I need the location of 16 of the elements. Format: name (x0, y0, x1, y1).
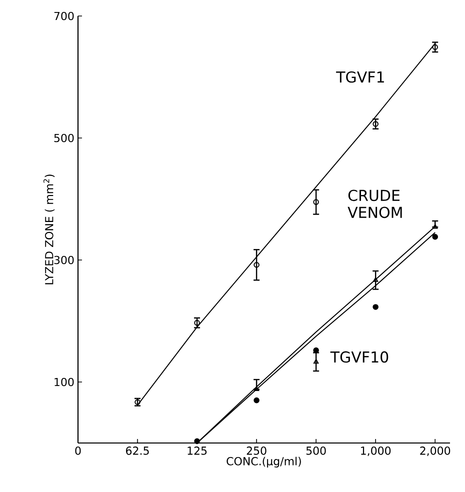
text: TGVF1 (336, 71, 384, 83)
x-axis-title: CONC.(µg/ml) (226, 456, 301, 468)
x-tick-label: 2,000 (420, 446, 450, 456)
text: CRUDE VENOM (348, 190, 402, 218)
x-tick-label: 1,000 (361, 446, 391, 456)
x-tick-label: 250 (246, 446, 266, 455)
x-tick-label: 62.5 (126, 446, 149, 455)
x-tick-label: 125 (188, 446, 207, 455)
legend-label: TGVF10 (330, 351, 388, 363)
y-tick-label: 700 (54, 12, 74, 20)
y-tick-label: 300 (54, 256, 74, 264)
x-tick-label: 0 (75, 446, 81, 455)
x-tick-label: 500 (306, 446, 326, 455)
y-tick-label: 500 (54, 134, 74, 142)
y-tick-label: 100 (54, 378, 74, 386)
y-axis-title: LYZED ZONE ( mm$^{2}$) (43, 174, 55, 284)
